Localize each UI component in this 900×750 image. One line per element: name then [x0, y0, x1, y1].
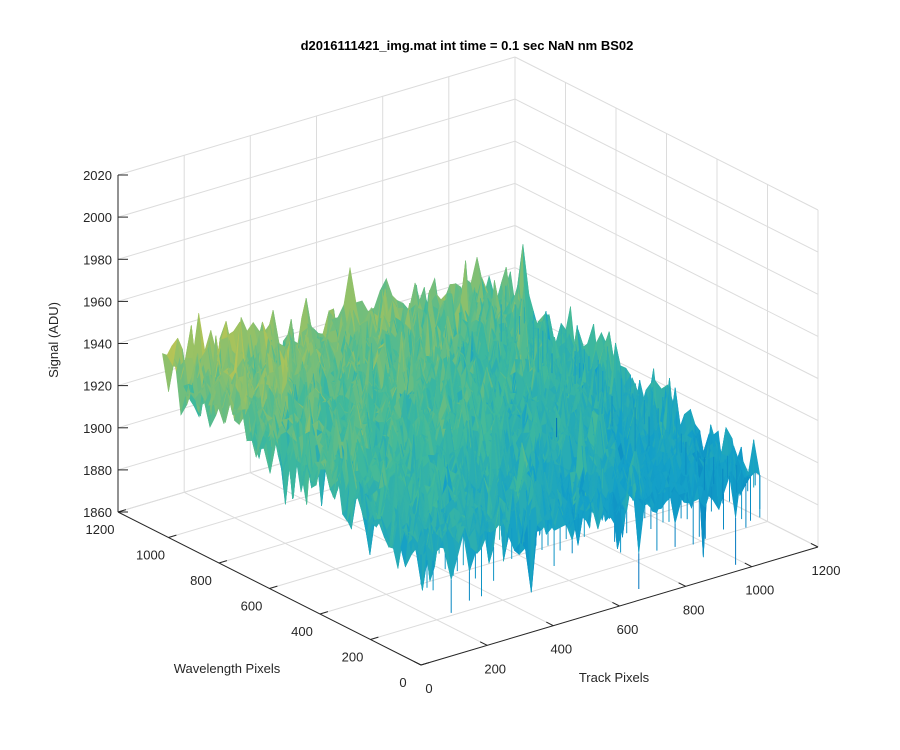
side-wall-grid-line — [514, 225, 819, 379]
surface-mesh — [162, 244, 761, 613]
y-tick-label: 0 — [399, 675, 406, 690]
y-tick-label: 600 — [241, 599, 263, 614]
floor-grid-line — [370, 521, 768, 640]
z-tick-label: 1880 — [83, 463, 112, 478]
x-axis-tick — [479, 641, 488, 646]
z-tick-label: 1980 — [83, 252, 112, 267]
z-axis-label: Signal (ADU) — [46, 302, 61, 378]
back-wall-grid-line — [117, 98, 516, 218]
y-axis-tick — [319, 611, 329, 615]
back-wall-grid-line — [117, 140, 516, 260]
x-tick-label: 400 — [550, 642, 572, 657]
chart-title: d2016111421_img.mat int time = 0.1 sec N… — [301, 38, 634, 53]
y-tick-label: 800 — [190, 573, 212, 588]
y-axis-tick — [420, 662, 430, 666]
y-tick-label: 400 — [291, 624, 313, 639]
y-tick-label: 200 — [342, 650, 364, 665]
z-tick-label: 1860 — [83, 505, 112, 520]
z-tick-label: 1940 — [83, 337, 112, 352]
side-wall-grid-line — [514, 182, 819, 337]
side-wall-grid-line — [514, 98, 819, 253]
y-axis-tick — [168, 534, 177, 538]
back-wall-grid-line — [117, 225, 516, 344]
y-axis-label: Wavelength Pixels — [174, 661, 281, 676]
tick-labels: 0 200 400 600 800 1000 1200 0 200 400 600 800 1000 12… — [83, 168, 840, 696]
y-axis-tick — [218, 560, 228, 564]
z-tick-label: 2000 — [83, 210, 112, 225]
x-axis-tick — [546, 621, 554, 627]
x-axis-tick — [744, 562, 753, 568]
z-tick-label: 2020 — [83, 168, 112, 183]
y-axis-tick — [370, 636, 379, 640]
x-tick-label: 0 — [425, 681, 432, 696]
back-wall-grid-line — [117, 182, 516, 302]
y-axis-tick — [269, 585, 278, 589]
side-wall-grid-line — [514, 267, 819, 422]
x-axis-tick — [413, 660, 422, 666]
x-tick-label: 1000 — [745, 583, 774, 598]
back-wall-grid-line — [117, 56, 516, 176]
z-tick-label: 1960 — [83, 294, 112, 309]
z-tick-label: 1900 — [83, 421, 112, 436]
y-tick-label: 1200 — [86, 522, 115, 537]
z-tick-label: 1920 — [83, 379, 112, 394]
axes — [117, 174, 819, 666]
x-tick-label: 800 — [683, 602, 705, 617]
y-tick-label: 1000 — [136, 548, 165, 563]
x-tick-label: 1200 — [812, 563, 841, 578]
side-wall-grid-line — [514, 140, 819, 295]
side-wall-grid-line — [514, 56, 819, 211]
x-axis-tick — [810, 542, 819, 548]
x-axis-tick — [678, 582, 686, 587]
x-axis-label: Track Pixels — [579, 670, 650, 685]
x-axis-tick — [612, 601, 620, 607]
x-tick-label: 200 — [484, 661, 506, 676]
x-tick-label: 600 — [617, 622, 639, 637]
